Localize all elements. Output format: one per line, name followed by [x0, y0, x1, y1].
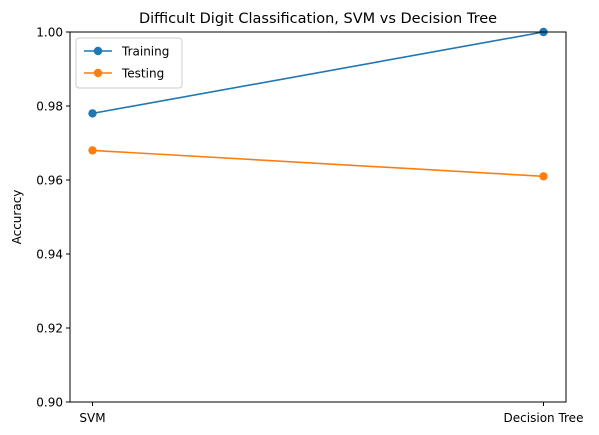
legend-label: Training [121, 45, 169, 59]
legend-marker [93, 68, 103, 78]
x-tick-label: SVM [79, 411, 105, 425]
plot-area [88, 27, 548, 181]
legend-label: Testing [121, 67, 164, 81]
y-axis-label: Accuracy [10, 190, 24, 245]
x-axis-ticks: SVM Decision Tree [79, 402, 583, 425]
data-point-testing [539, 172, 548, 181]
y-tick-label: 0.96 [36, 174, 63, 188]
data-point-training [88, 109, 97, 118]
series-line-training [92, 31, 544, 115]
plot-frame [69, 31, 567, 403]
legend: Training Testing [75, 37, 183, 89]
y-tick-label: 1.00 [36, 26, 63, 40]
y-axis-ticks: 0.90 0.92 0.94 0.96 0.98 1.00 [36, 26, 70, 410]
y-tick-label: 0.98 [36, 100, 63, 114]
series-line-testing [92, 149, 544, 178]
legend-marker [93, 46, 103, 56]
data-point-testing [88, 146, 97, 155]
y-tick-label: 0.94 [36, 248, 63, 262]
y-tick-label: 0.92 [36, 322, 63, 336]
chart-title: Difficult Digit Classification, SVM vs D… [139, 11, 497, 27]
x-tick-label: Decision Tree [504, 411, 584, 425]
y-tick-label: 0.90 [36, 396, 63, 410]
